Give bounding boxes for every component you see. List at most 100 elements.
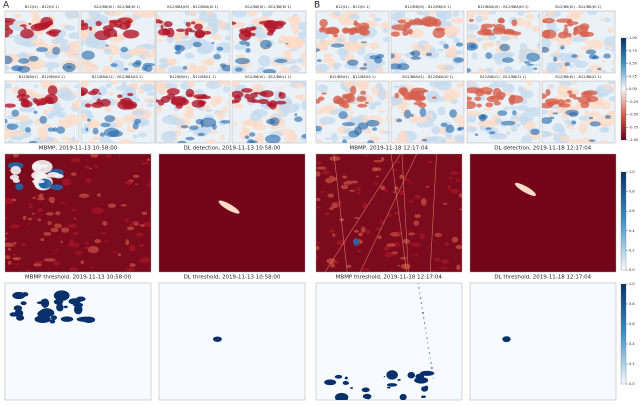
image-blob (5, 83, 12, 89)
image-blob (415, 253, 419, 257)
image-blob (336, 37, 345, 43)
image-blob (280, 109, 289, 114)
image-blob (42, 123, 52, 129)
image-blob (497, 17, 505, 24)
image-blob (610, 48, 615, 52)
panel-letter: A (3, 1, 10, 11)
image-blob (90, 266, 94, 269)
image-blob (587, 11, 597, 16)
image-blob (556, 18, 573, 23)
image-blob (156, 105, 161, 109)
image-blob (327, 193, 334, 198)
image-blob (478, 87, 493, 94)
image-blob (40, 97, 50, 102)
image-blob (449, 109, 457, 118)
detection-blob (514, 182, 536, 196)
image-blob (453, 256, 456, 259)
image-blob (43, 109, 49, 116)
image-blob (43, 258, 56, 262)
image-blob (199, 11, 218, 23)
image-blob (14, 263, 20, 265)
image-blob (124, 67, 129, 71)
image-blob (489, 11, 497, 15)
image-blob (94, 30, 111, 41)
image-blob (113, 34, 118, 37)
image-blob (210, 35, 215, 38)
image-blob (419, 233, 426, 240)
image-blob (185, 21, 191, 27)
image-blob (402, 29, 409, 37)
image-blob (531, 25, 540, 32)
image-blob (357, 250, 361, 252)
image-blob (340, 184, 349, 190)
image-blob (418, 44, 426, 50)
image-blob (37, 218, 42, 222)
image-blob (316, 171, 321, 177)
image-blob (141, 11, 155, 18)
image-blob (451, 236, 459, 243)
image-blob (403, 21, 412, 29)
image-blob (409, 199, 414, 203)
image-blob (293, 13, 298, 16)
image-blob (80, 260, 84, 265)
image-blob (476, 37, 484, 42)
small-panel-title: B12/B8(t0) - B12/B8(t0 1) (94, 5, 141, 9)
image-content (316, 11, 389, 73)
image-blob (87, 119, 100, 130)
image-blob (233, 43, 246, 51)
image-blob (404, 109, 412, 119)
image-blob (361, 387, 370, 393)
image-blob (373, 182, 379, 186)
image-blob (142, 44, 151, 48)
image-blob (554, 50, 561, 57)
image-blob (235, 67, 243, 72)
image-blob (126, 124, 131, 128)
image-blob (36, 47, 48, 53)
image-blob (210, 96, 220, 107)
image-blob (492, 23, 496, 27)
image-blob (171, 96, 187, 105)
image-blob (248, 26, 255, 31)
image-blob (94, 239, 101, 244)
image-blob (384, 251, 395, 258)
image-blob (185, 136, 195, 141)
image-blob (71, 53, 79, 56)
panel-letter: B (314, 1, 320, 11)
image-blob (232, 21, 237, 25)
image-blob (323, 52, 333, 60)
image-blob (261, 11, 273, 17)
image-blob (297, 22, 306, 31)
image-blob (47, 85, 58, 96)
image-blob (573, 96, 580, 100)
image-blob (571, 120, 577, 125)
image-blob (581, 91, 593, 98)
image-panel (4, 10, 80, 74)
image-blob (67, 32, 79, 39)
image-blob (355, 81, 370, 90)
panel-title: DL threshold, 2019-11-18 12:17:04 (494, 275, 591, 281)
small-panel-title: B12/B8(t0) - B12/B8(t0 1) (245, 5, 292, 9)
image-blob (424, 185, 429, 187)
image-blob (137, 223, 142, 227)
image-blob (5, 20, 14, 26)
image-blob (421, 312, 425, 314)
image-blob (39, 115, 48, 124)
image-blob (69, 40, 79, 50)
image-blob (421, 138, 428, 142)
image-blob (260, 90, 274, 98)
image-blob (106, 154, 112, 158)
image-blob (391, 31, 400, 37)
image-content (212, 336, 222, 342)
image-blob (350, 387, 354, 389)
image-blob (119, 139, 134, 143)
image-blob (497, 110, 508, 116)
image-blob (5, 232, 9, 235)
image-blob (318, 106, 331, 113)
image-blob (419, 292, 421, 294)
image-blob (366, 119, 380, 127)
image-blob (417, 102, 427, 108)
image-blob (316, 166, 327, 170)
image-blob (444, 241, 450, 246)
image-blob (60, 227, 70, 233)
image-blob (507, 131, 511, 135)
